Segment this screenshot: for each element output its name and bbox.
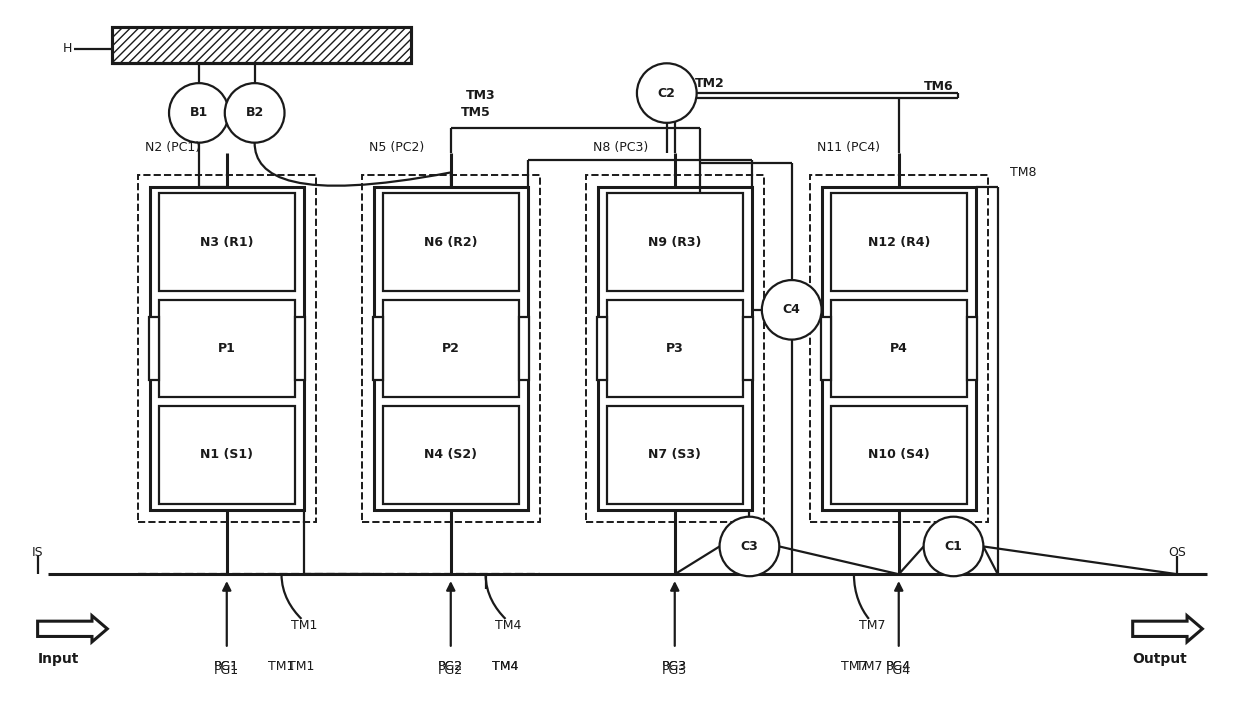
Text: N6 (R2): N6 (R2) [424, 236, 477, 249]
Circle shape [637, 64, 697, 123]
Text: PG2: PG2 [438, 664, 464, 677]
Text: TM4: TM4 [495, 619, 522, 633]
Bar [831, 193, 967, 291]
Bar [831, 406, 967, 504]
Text: PG1: PG1 [215, 664, 239, 677]
Text: N10 (S4): N10 (S4) [868, 448, 930, 462]
Text: C1: C1 [945, 540, 962, 553]
Text: PG2: PG2 [438, 660, 464, 673]
Bar [967, 317, 977, 381]
Circle shape [719, 517, 779, 576]
Text: N3 (R1): N3 (R1) [200, 236, 253, 249]
Text: P2: P2 [441, 342, 460, 355]
Bar [596, 317, 606, 381]
Text: TM7: TM7 [856, 660, 882, 673]
Text: OS: OS [1168, 546, 1187, 559]
Text: B1: B1 [190, 107, 208, 119]
Text: TM1: TM1 [291, 619, 317, 633]
Bar [383, 406, 520, 504]
Text: PG4: PG4 [887, 660, 911, 673]
Polygon shape [1132, 616, 1203, 642]
Bar [159, 406, 295, 504]
Text: PG1: PG1 [215, 664, 239, 677]
Text: Input: Input [37, 652, 79, 666]
Text: P3: P3 [666, 342, 683, 355]
Text: TM7: TM7 [841, 660, 867, 673]
Bar [831, 299, 967, 397]
Bar [606, 299, 743, 397]
Text: Output: Output [1132, 652, 1188, 666]
Text: PG3: PG3 [662, 664, 687, 677]
Bar [159, 193, 295, 291]
Bar [810, 175, 988, 522]
Text: N7 (S3): N7 (S3) [649, 448, 701, 462]
Bar [362, 175, 539, 522]
Text: B2: B2 [246, 107, 264, 119]
Text: TM6: TM6 [924, 80, 954, 92]
Text: N8 (PC3): N8 (PC3) [593, 141, 647, 154]
Text: PG4: PG4 [887, 660, 911, 673]
Bar [149, 317, 159, 381]
Text: TM7: TM7 [858, 619, 885, 633]
Text: PG4: PG4 [887, 664, 911, 677]
Bar [585, 175, 764, 522]
Circle shape [761, 280, 822, 340]
Text: PG2: PG2 [438, 664, 464, 677]
Text: PG2: PG2 [438, 660, 464, 673]
Bar [372, 317, 383, 381]
Bar [822, 187, 976, 510]
Text: TM4: TM4 [492, 660, 518, 673]
Text: N11 (PC4): N11 (PC4) [817, 141, 879, 154]
Text: C4: C4 [782, 304, 801, 316]
Text: P4: P4 [890, 342, 908, 355]
Text: TM4: TM4 [492, 660, 518, 673]
Bar [606, 406, 743, 504]
Text: TM1: TM1 [268, 660, 295, 673]
Text: N2 (PC1): N2 (PC1) [145, 141, 200, 154]
Text: N5 (PC2): N5 (PC2) [368, 141, 424, 154]
Bar [383, 193, 520, 291]
Bar [138, 175, 316, 522]
Bar [383, 299, 520, 397]
Circle shape [224, 83, 284, 143]
Text: TM3: TM3 [466, 88, 495, 102]
Text: TM1: TM1 [288, 660, 315, 673]
Text: N4 (S2): N4 (S2) [424, 448, 477, 462]
Text: PG3: PG3 [662, 660, 687, 673]
Text: N12 (R4): N12 (R4) [868, 236, 930, 249]
Text: PG1: PG1 [215, 660, 239, 673]
Text: N9 (R3): N9 (R3) [649, 236, 702, 249]
Bar [295, 317, 305, 381]
Bar [598, 187, 751, 510]
Text: TM5: TM5 [461, 107, 491, 119]
Bar [821, 317, 831, 381]
Bar [113, 27, 410, 64]
Text: IS: IS [32, 546, 43, 559]
Text: TM8: TM8 [1009, 166, 1037, 179]
Text: N1 (S1): N1 (S1) [201, 448, 253, 462]
Bar [113, 27, 410, 64]
Text: C2: C2 [658, 87, 676, 100]
Polygon shape [37, 616, 108, 642]
Text: PG1: PG1 [215, 660, 239, 673]
Text: PG3: PG3 [662, 660, 687, 673]
Bar [606, 193, 743, 291]
Circle shape [169, 83, 228, 143]
Text: PG3: PG3 [662, 664, 687, 677]
Text: PG4: PG4 [887, 664, 911, 677]
Bar [150, 187, 304, 510]
Circle shape [924, 517, 983, 576]
Bar [520, 317, 529, 381]
Bar [743, 317, 753, 381]
Bar [373, 187, 528, 510]
Text: H: H [63, 42, 72, 55]
Text: TM2: TM2 [694, 77, 724, 90]
Text: P1: P1 [218, 342, 236, 355]
Text: C3: C3 [740, 540, 759, 553]
Bar [159, 299, 295, 397]
